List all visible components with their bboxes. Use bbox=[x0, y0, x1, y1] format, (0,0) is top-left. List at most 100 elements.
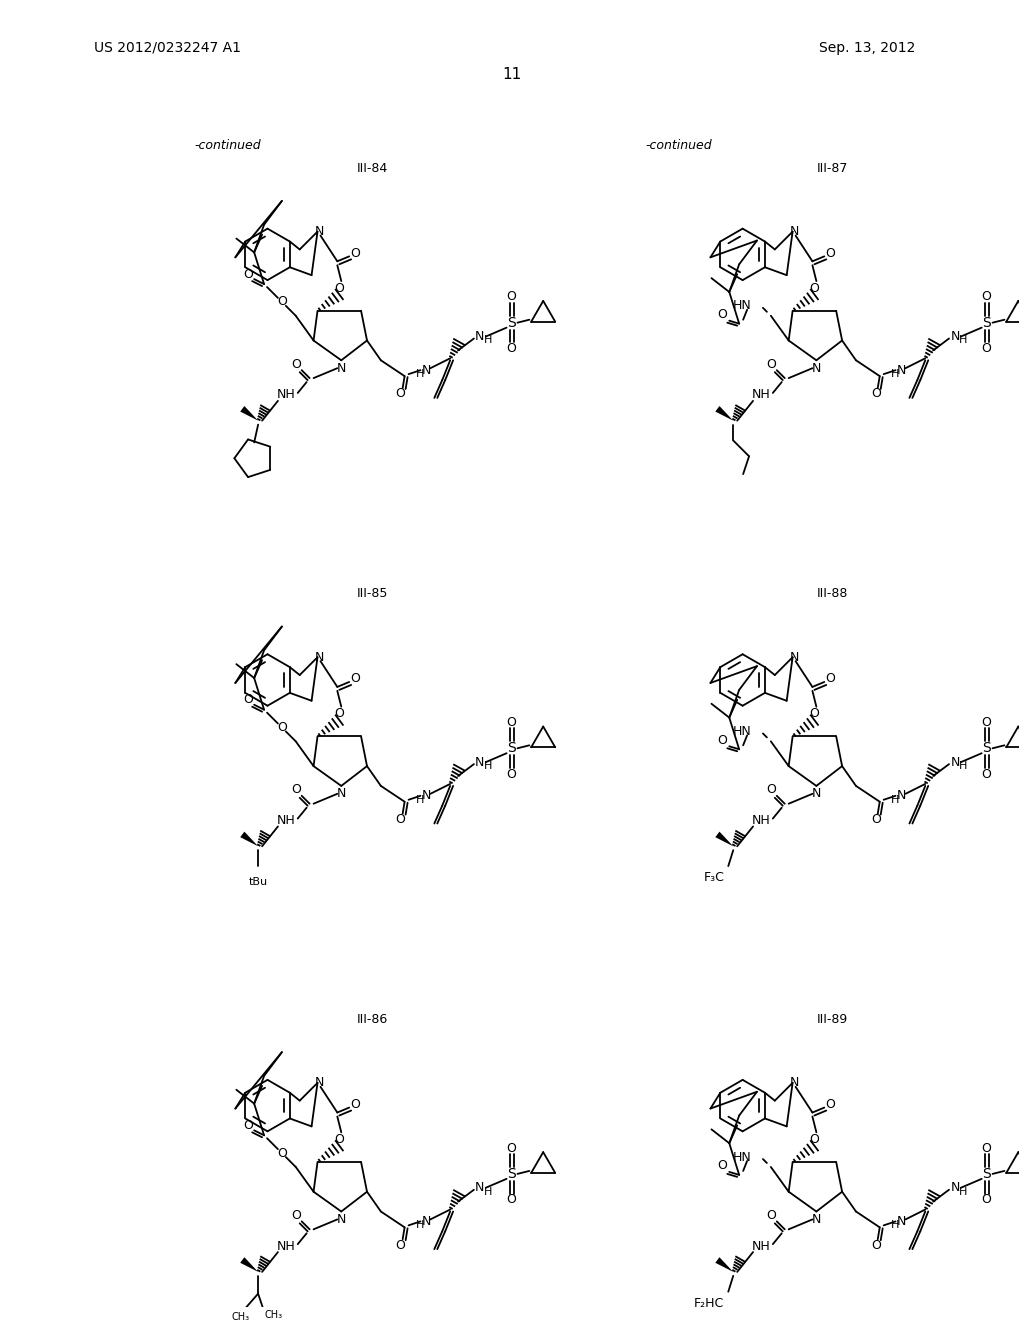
Text: III-86: III-86 bbox=[356, 1012, 388, 1026]
Text: O: O bbox=[825, 1098, 836, 1111]
Text: F₃C: F₃C bbox=[703, 871, 724, 884]
Text: N: N bbox=[475, 330, 484, 343]
Text: N: N bbox=[790, 1076, 800, 1089]
Text: HN: HN bbox=[732, 1151, 751, 1163]
Text: F₂HC: F₂HC bbox=[694, 1298, 724, 1309]
Text: O: O bbox=[335, 281, 344, 294]
Text: N: N bbox=[475, 755, 484, 768]
Text: O: O bbox=[825, 672, 836, 685]
Text: N: N bbox=[950, 1181, 959, 1195]
Text: H: H bbox=[891, 370, 900, 379]
Text: H: H bbox=[483, 1187, 492, 1197]
Text: O: O bbox=[982, 342, 991, 355]
Text: O: O bbox=[350, 1098, 360, 1111]
Text: N: N bbox=[950, 330, 959, 343]
Text: S: S bbox=[982, 742, 991, 755]
Text: O: O bbox=[291, 1209, 301, 1222]
Text: H: H bbox=[958, 762, 967, 771]
Text: US 2012/0232247 A1: US 2012/0232247 A1 bbox=[94, 41, 242, 54]
Text: N: N bbox=[897, 364, 906, 376]
Text: N: N bbox=[950, 755, 959, 768]
Text: III-84: III-84 bbox=[356, 162, 388, 174]
Text: Sep. 13, 2012: Sep. 13, 2012 bbox=[819, 41, 915, 54]
Text: O: O bbox=[809, 281, 819, 294]
Text: N: N bbox=[422, 789, 431, 803]
Text: H: H bbox=[891, 795, 900, 805]
Text: O: O bbox=[276, 721, 287, 734]
Text: O: O bbox=[766, 1209, 776, 1222]
Text: 11: 11 bbox=[503, 67, 521, 82]
Text: NH: NH bbox=[276, 814, 295, 828]
Text: N: N bbox=[314, 1076, 325, 1089]
Text: NH: NH bbox=[752, 814, 770, 828]
Text: N: N bbox=[897, 789, 906, 803]
Text: O: O bbox=[395, 1238, 406, 1251]
Text: N: N bbox=[897, 1214, 906, 1228]
Text: N: N bbox=[790, 651, 800, 664]
Text: N: N bbox=[812, 362, 821, 375]
Text: O: O bbox=[809, 1133, 819, 1146]
Text: NH: NH bbox=[276, 1239, 295, 1253]
Text: N: N bbox=[314, 651, 325, 664]
Text: O: O bbox=[507, 1193, 516, 1206]
Text: O: O bbox=[982, 1142, 991, 1155]
Text: O: O bbox=[982, 290, 991, 304]
Text: O: O bbox=[809, 708, 819, 721]
Text: -continued: -continued bbox=[645, 139, 712, 152]
Text: O: O bbox=[766, 783, 776, 796]
Text: N: N bbox=[314, 226, 325, 238]
Text: O: O bbox=[766, 358, 776, 371]
Text: CH₃: CH₃ bbox=[265, 1311, 283, 1320]
Text: H: H bbox=[958, 1187, 967, 1197]
Text: O: O bbox=[825, 247, 836, 260]
Text: III-88: III-88 bbox=[817, 587, 848, 601]
Text: O: O bbox=[982, 715, 991, 729]
Polygon shape bbox=[241, 1257, 258, 1272]
Text: O: O bbox=[350, 672, 360, 685]
Text: H: H bbox=[417, 370, 425, 379]
Text: O: O bbox=[982, 767, 991, 780]
Text: H: H bbox=[417, 795, 425, 805]
Text: H: H bbox=[891, 1221, 900, 1230]
Text: H: H bbox=[483, 335, 492, 346]
Text: N: N bbox=[812, 1213, 821, 1226]
Text: N: N bbox=[422, 1214, 431, 1228]
Text: O: O bbox=[507, 767, 516, 780]
Text: O: O bbox=[335, 1133, 344, 1146]
Text: O: O bbox=[507, 715, 516, 729]
Text: N: N bbox=[337, 362, 346, 375]
Text: O: O bbox=[982, 1193, 991, 1206]
Text: O: O bbox=[244, 268, 253, 281]
Text: O: O bbox=[507, 342, 516, 355]
Text: III-87: III-87 bbox=[817, 162, 848, 174]
Text: O: O bbox=[718, 734, 727, 747]
Text: H: H bbox=[417, 1221, 425, 1230]
Text: O: O bbox=[244, 693, 253, 706]
Text: O: O bbox=[718, 1159, 727, 1172]
Text: S: S bbox=[982, 1167, 991, 1181]
Polygon shape bbox=[716, 832, 733, 846]
Text: O: O bbox=[276, 1147, 287, 1159]
Text: N: N bbox=[790, 226, 800, 238]
Text: O: O bbox=[395, 813, 406, 826]
Text: O: O bbox=[870, 813, 881, 826]
Text: N: N bbox=[475, 1181, 484, 1195]
Text: NH: NH bbox=[276, 388, 295, 401]
Text: HN: HN bbox=[732, 725, 751, 738]
Text: O: O bbox=[291, 358, 301, 371]
Text: S: S bbox=[982, 315, 991, 330]
Text: NH: NH bbox=[752, 1239, 770, 1253]
Text: S: S bbox=[507, 315, 516, 330]
Text: tBu: tBu bbox=[249, 876, 267, 887]
Text: O: O bbox=[507, 290, 516, 304]
Text: O: O bbox=[291, 783, 301, 796]
Polygon shape bbox=[716, 407, 733, 421]
Polygon shape bbox=[716, 1257, 733, 1272]
Text: CH₃: CH₃ bbox=[231, 1312, 250, 1320]
Text: O: O bbox=[276, 296, 287, 309]
Text: NH: NH bbox=[752, 388, 770, 401]
Text: N: N bbox=[337, 787, 346, 800]
Text: O: O bbox=[244, 1119, 253, 1131]
Text: N: N bbox=[337, 1213, 346, 1226]
Text: O: O bbox=[335, 708, 344, 721]
